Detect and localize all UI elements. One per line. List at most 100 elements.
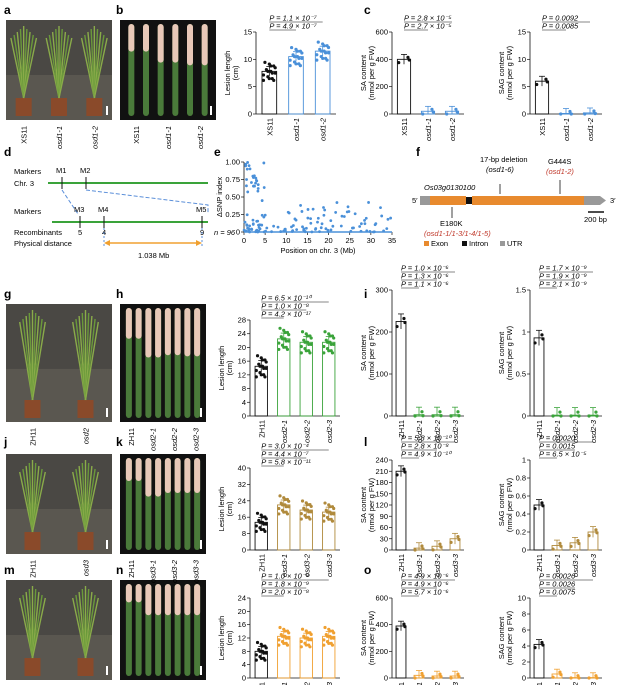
plant-photo-m	[6, 580, 112, 680]
data-point	[322, 514, 326, 518]
data-point	[309, 504, 313, 509]
data-point	[420, 544, 424, 548]
y-tick-label: 4	[522, 642, 526, 651]
marker-label: M1	[56, 166, 66, 175]
data-point	[551, 414, 555, 418]
data-point	[294, 62, 298, 66]
leaf-lesion	[194, 584, 201, 616]
data-point	[307, 342, 311, 346]
snp-point	[246, 161, 250, 164]
data-point	[295, 49, 300, 53]
photo-label-k: ZH11	[127, 560, 136, 578]
legend-swatch	[462, 241, 467, 246]
data-point	[262, 651, 266, 655]
data-point	[260, 358, 265, 362]
y-tick-label: 0	[242, 546, 246, 555]
data-point	[304, 349, 308, 353]
snp-point	[311, 207, 315, 211]
data-point	[264, 522, 268, 526]
data-point	[457, 675, 461, 679]
data-point	[559, 112, 563, 116]
y-tick-label: 16	[238, 357, 246, 366]
data-point	[322, 351, 326, 355]
data-point	[569, 414, 573, 418]
x-tick-label: osd4-2	[433, 681, 442, 685]
data-point	[329, 342, 333, 346]
data-point	[298, 64, 302, 68]
data-point	[303, 508, 307, 512]
snp-point	[304, 226, 308, 230]
data-point	[303, 636, 307, 640]
x-tick-label: ZH11	[397, 554, 406, 572]
photo-label-a: osd1-2	[90, 125, 99, 149]
snp-point	[301, 225, 304, 229]
data-point	[277, 638, 281, 642]
leaf-lesion	[143, 24, 149, 52]
data-point	[300, 51, 304, 55]
data-point	[593, 111, 597, 116]
data-point	[407, 58, 411, 62]
data-point	[292, 55, 297, 59]
photo-label-b: osd1-2	[196, 125, 205, 149]
data-point	[569, 112, 573, 116]
data-point	[327, 349, 331, 353]
data-point	[576, 539, 580, 543]
data-point	[321, 56, 325, 60]
y-tick-label: 0	[522, 546, 526, 555]
y-tick-label: 120	[375, 501, 388, 510]
panel-letter-f: f	[416, 145, 421, 159]
snp-point	[302, 227, 306, 231]
p-value-label: P = 1.9 × 10⁻⁹	[539, 272, 587, 281]
y-tick-label: 8	[242, 529, 246, 538]
y-tick-label: 4	[242, 398, 246, 407]
data-point	[282, 510, 286, 514]
snp-point	[306, 216, 310, 220]
snp-point	[334, 211, 338, 214]
y-tick-label: 200	[375, 647, 388, 656]
y-tick-label: 6	[522, 626, 526, 635]
panel-letter-d: d	[4, 145, 11, 159]
snp-point	[364, 216, 368, 220]
panel-letter-e: e	[214, 145, 221, 159]
data-point	[329, 636, 333, 640]
p-value-label: P = 1.3 × 10⁻⁶	[401, 272, 449, 281]
photo-background	[120, 580, 206, 680]
data-point	[285, 512, 290, 516]
data-point	[278, 494, 282, 498]
data-point	[332, 636, 336, 640]
scale-bar	[106, 408, 108, 417]
y-axis-label: Lesion length	[217, 346, 226, 391]
chart-n: 0 4 8 12 16 20 24 P = 1.0 × 10⁻⁹P = 1.8 × 10⁻⁹P…	[238, 572, 340, 683]
data-point	[300, 330, 305, 334]
x-tick-label: osd2-3	[325, 419, 334, 443]
snp-point	[347, 210, 351, 213]
data-point	[299, 645, 303, 649]
photo-label-k: osd3-2	[170, 559, 179, 583]
x-tick-label: ZH11	[257, 420, 266, 438]
snp-point	[251, 174, 255, 178]
y-tick-label: 1.5	[516, 286, 526, 295]
leaf-lesion	[135, 458, 142, 481]
y-tick-label: 0.5	[516, 370, 526, 379]
leaf-lesion	[164, 584, 171, 616]
data-point	[255, 511, 260, 515]
x-tick-label: osd1-1	[292, 118, 301, 141]
y-tick-label: 20	[238, 607, 246, 616]
snp-point	[329, 228, 333, 232]
bar-ZH11	[395, 625, 407, 679]
data-point	[255, 354, 260, 358]
scale-bar	[200, 540, 202, 549]
snp-point	[299, 204, 302, 207]
data-point	[332, 342, 336, 346]
photo-label-h: osd2-2	[170, 427, 179, 451]
snp-point	[283, 227, 287, 231]
x-tick-label: ZH11	[257, 682, 266, 685]
snp-point	[342, 215, 346, 218]
data-point	[277, 512, 281, 516]
p-value-label: P = 2.7 × 10⁻⁵	[404, 22, 452, 31]
data-point	[323, 501, 327, 505]
x-tick-label: osd2-2	[571, 419, 580, 443]
data-point	[551, 547, 555, 551]
data-point	[324, 51, 328, 55]
